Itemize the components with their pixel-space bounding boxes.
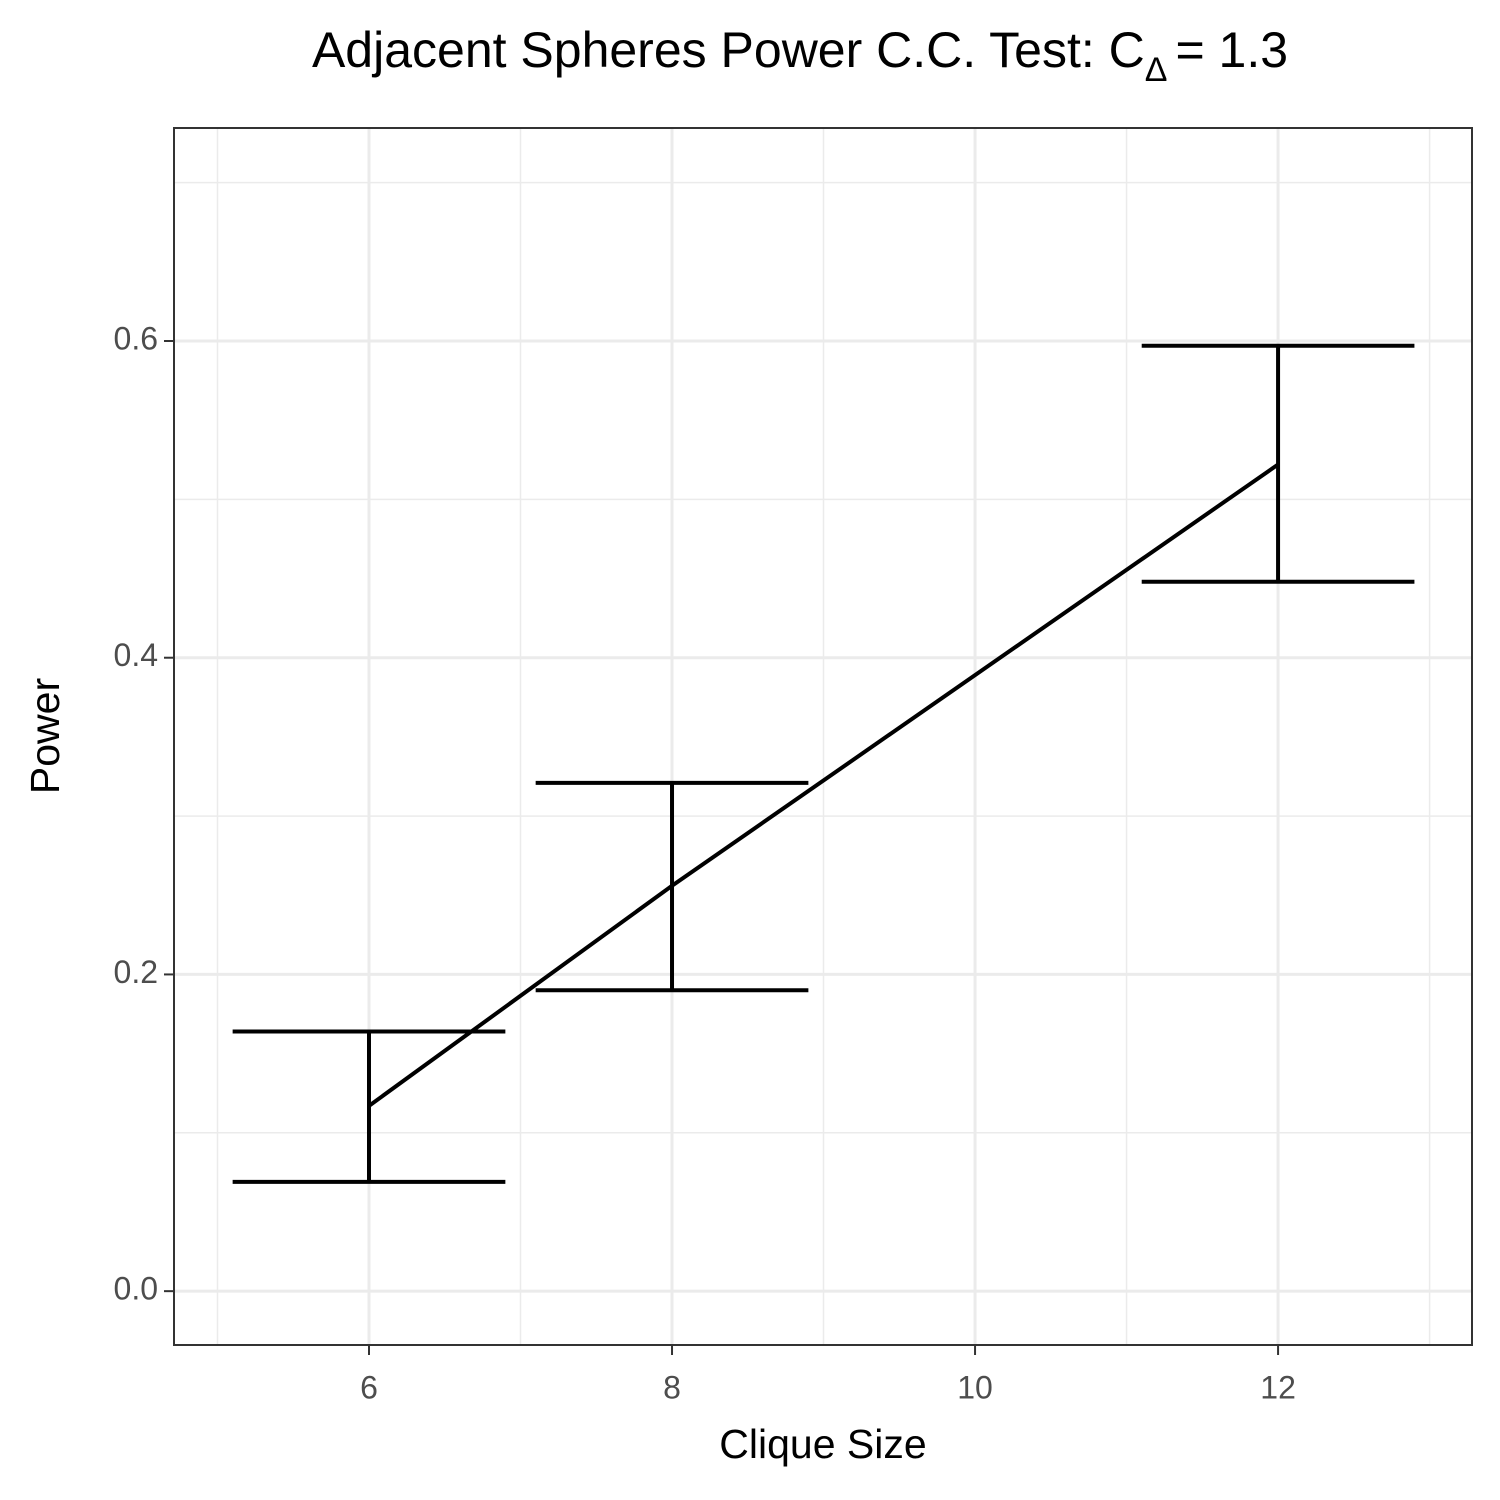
y-tick-label: 0.2 [114,954,158,990]
x-tick-label: 12 [1260,1369,1296,1405]
chart-title: Adjacent Spheres Power C.C. Test: CΔ = 1.… [312,22,1288,89]
y-tick-label: 0.4 [114,637,158,673]
title-main: Adjacent Spheres Power C.C. Test: C [312,22,1145,78]
y-tick-label: 0.0 [114,1271,158,1307]
x-tick-label: 8 [663,1369,681,1405]
title-suffix: = 1.3 [1175,22,1288,78]
panel-border [173,127,1473,1346]
y-axis-title: Power [22,678,68,794]
title-subscript: Δ [1145,51,1168,89]
x-tick-label: 6 [360,1369,378,1405]
x-axis-title: Clique Size [719,1421,926,1467]
y-tick-label: 0.6 [114,320,158,356]
x-tick-label: 10 [957,1369,993,1405]
